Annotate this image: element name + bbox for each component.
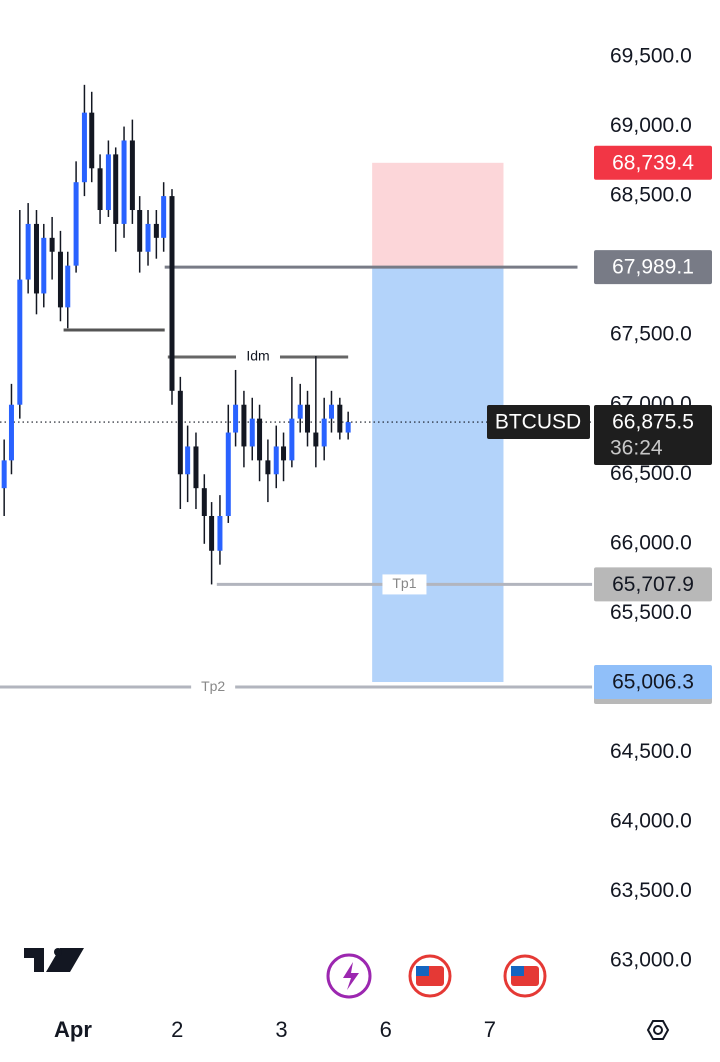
- stop-zone: [372, 162, 504, 268]
- y-tick-label: 69,000.0: [610, 114, 692, 137]
- candle-body: [65, 265, 71, 308]
- y-tick-label: 64,000.0: [610, 810, 692, 833]
- candle-body: [97, 168, 103, 211]
- level-text: Idm: [246, 348, 269, 364]
- candle-body: [201, 488, 207, 516]
- target-tag: 65,006.3: [612, 671, 694, 694]
- level-text-bg: [235, 347, 280, 368]
- candle-body: [328, 404, 334, 419]
- bottom-icons: [24, 948, 670, 1040]
- y-tick-label: 69,500.0: [610, 45, 692, 68]
- candle-body: [273, 446, 279, 475]
- y-tick-label: 68,500.0: [610, 184, 692, 207]
- candle-body: [161, 196, 167, 238]
- candle-body: [89, 112, 95, 169]
- candle-body: [25, 223, 31, 280]
- lightning-icon[interactable]: [326, 953, 372, 999]
- target-zone: [372, 267, 504, 683]
- settings-icon[interactable]: [646, 1020, 670, 1040]
- y-tick-label: 67,500.0: [610, 323, 692, 346]
- level-tag-bg: [594, 250, 712, 285]
- candle-body: [337, 404, 343, 433]
- candle-body: [289, 418, 295, 461]
- candle-body: [177, 390, 183, 475]
- level-tag: 67,989.1: [612, 256, 694, 279]
- level-tag: 65,707.9: [612, 573, 694, 596]
- candle-body: [281, 446, 287, 461]
- candle-body: [17, 279, 23, 405]
- stop-tag: 68,739.4: [612, 151, 694, 174]
- level-text: Tp2: [201, 678, 225, 694]
- candle-body: [49, 237, 55, 252]
- x-tick-label: Apr: [54, 1017, 92, 1042]
- candle-body: [8, 404, 14, 461]
- x-tick-label: 6: [380, 1017, 392, 1042]
- last-price-tag-bg: [594, 405, 712, 466]
- flag-canton: [511, 966, 524, 976]
- candle-body: [321, 418, 327, 447]
- symbol-tag-bg: [487, 405, 590, 440]
- level-text: Tp1: [392, 575, 416, 591]
- symbol-tag: BTCUSD: [495, 411, 581, 434]
- candle-body: [153, 223, 159, 238]
- candle-body: [129, 140, 135, 211]
- logo[interactable]: [24, 948, 84, 972]
- candle-body: [233, 404, 239, 433]
- candle-body: [169, 196, 175, 391]
- candle-body: [257, 418, 263, 461]
- candle-body: [185, 446, 191, 475]
- candle-body: [81, 112, 87, 183]
- x-tick-label: 7: [484, 1017, 496, 1042]
- lightning-bolt: [343, 962, 359, 990]
- level-text-bg: [382, 574, 427, 595]
- candle-body: [345, 422, 351, 433]
- candle-body: [145, 223, 151, 252]
- candle-body: [297, 404, 303, 419]
- y-tick-label: 64,500.0: [610, 740, 692, 763]
- candle-body: [137, 210, 143, 252]
- candle-body: [313, 432, 319, 447]
- stop-tag-bg: [594, 145, 712, 180]
- candle-body: [225, 432, 231, 516]
- y-tick-label: 66,000.0: [610, 531, 692, 554]
- settings-dot: [653, 1025, 663, 1035]
- y-tick-label: 63,000.0: [610, 949, 692, 972]
- candle-body: [217, 515, 223, 551]
- x-tick-label: 3: [275, 1017, 287, 1042]
- last-price-tag: 66,875.5: [612, 411, 694, 434]
- y-tick-label: 65,500.0: [610, 601, 692, 624]
- target-tag-bg: [594, 665, 712, 700]
- candle-body: [249, 418, 255, 447]
- logo-dot: [54, 948, 62, 956]
- candle-body: [241, 404, 247, 447]
- x-tick-label: 2: [171, 1017, 183, 1042]
- candle-body: [113, 154, 119, 224]
- candle-body: [33, 223, 39, 294]
- flag-canton: [416, 966, 429, 976]
- countdown: 36:24: [610, 437, 663, 460]
- candle-body: [105, 154, 111, 211]
- candle-body: [193, 446, 199, 489]
- candle-body: [41, 237, 47, 294]
- candle-body: [305, 404, 311, 433]
- y-tick-label: 66,500.0: [610, 462, 692, 485]
- candle-body: [265, 460, 271, 475]
- candle-body: [57, 251, 63, 308]
- candle-body: [209, 515, 215, 551]
- level-tag-bg: [594, 567, 712, 602]
- level-text-bg: [191, 677, 236, 698]
- candle-body: [1, 460, 7, 489]
- y-tick-label: 63,500.0: [610, 879, 692, 902]
- candle-body: [73, 182, 79, 266]
- candle-body: [121, 140, 127, 224]
